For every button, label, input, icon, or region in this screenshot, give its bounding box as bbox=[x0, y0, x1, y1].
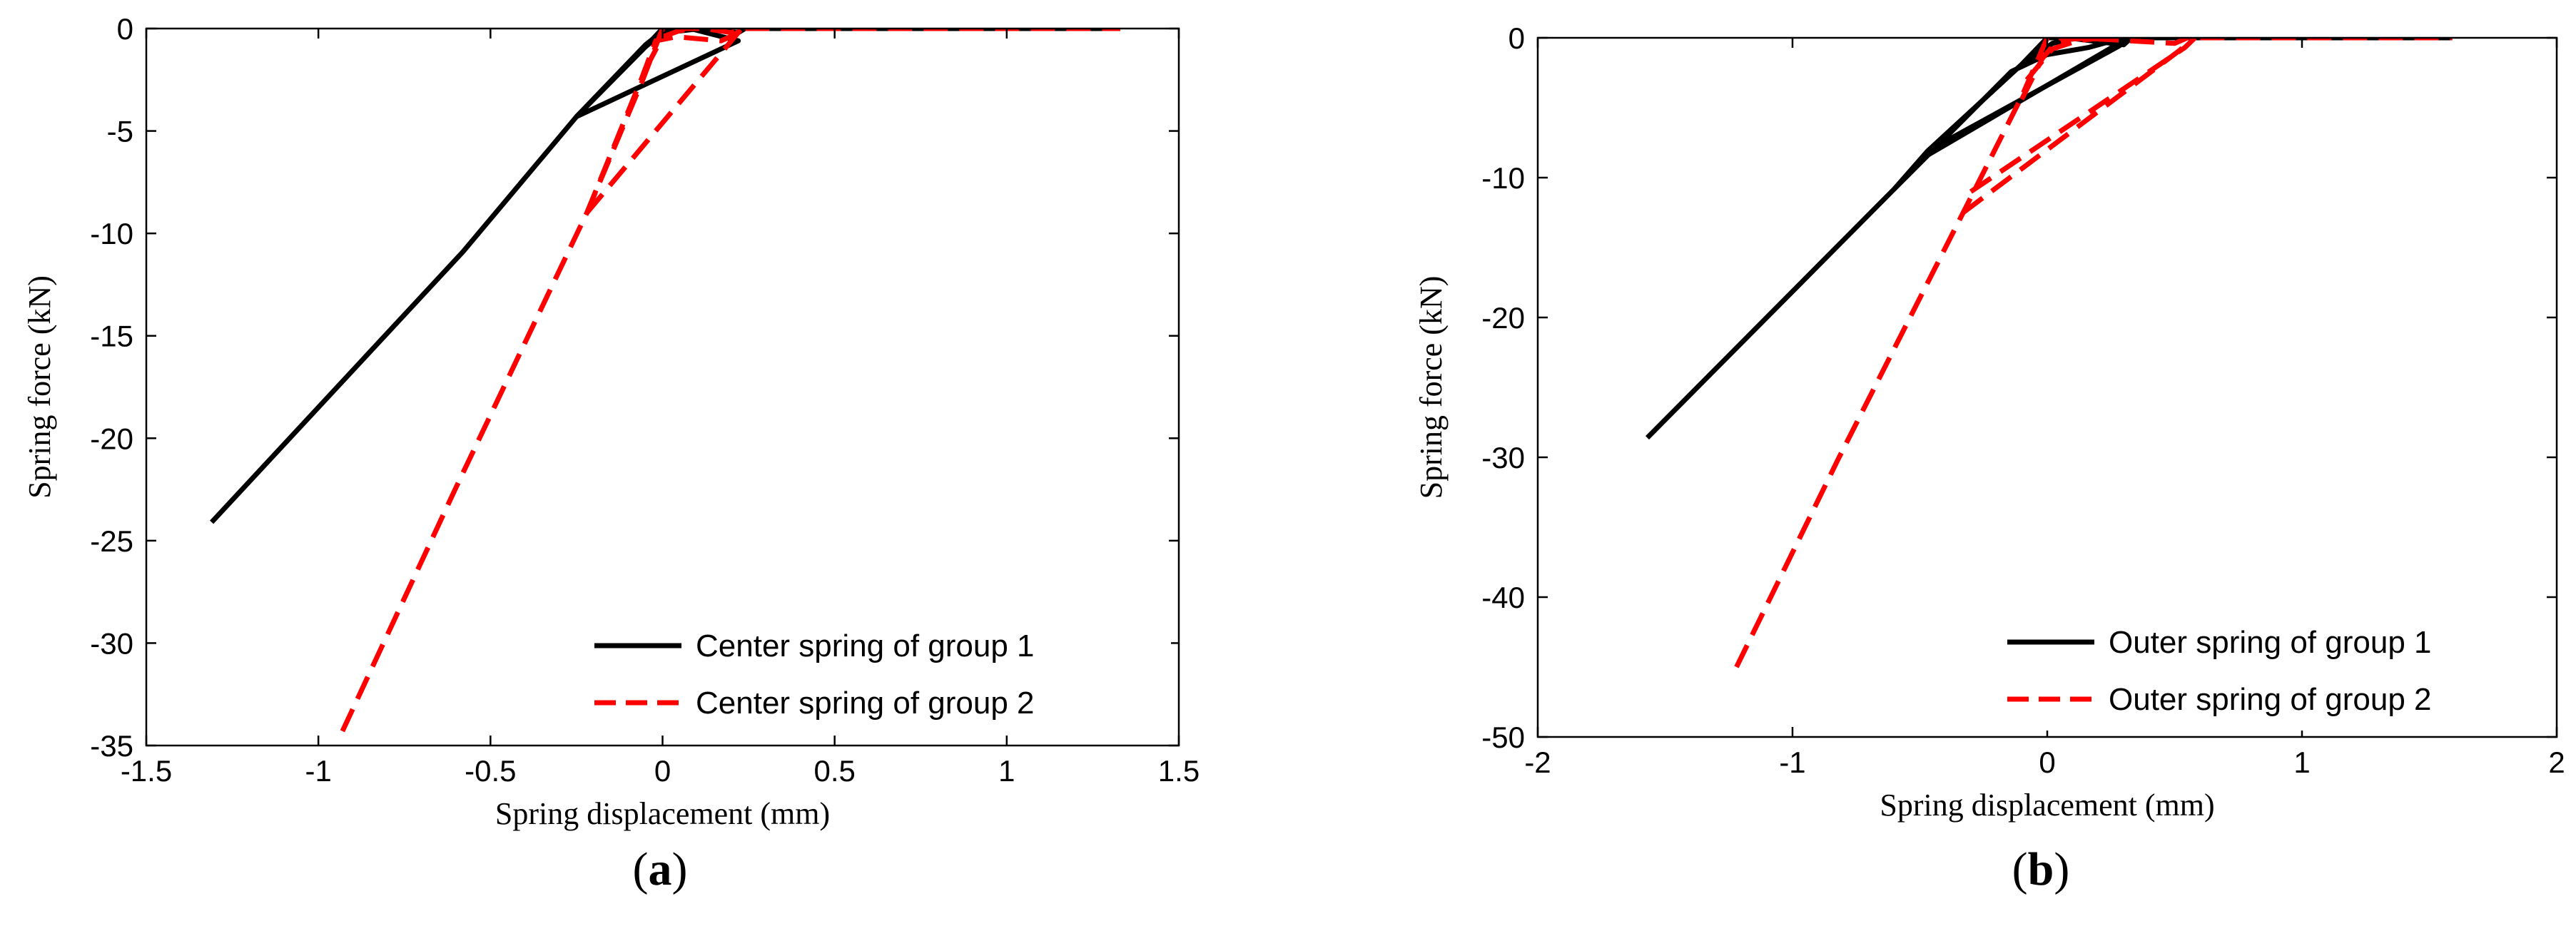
x-tick-label: -1 bbox=[305, 754, 331, 788]
y-tick-label: -35 bbox=[90, 729, 133, 763]
y-axis-label: Spring force (kN) bbox=[1414, 276, 1449, 499]
x-axis-label: Spring displacement (mm) bbox=[1880, 788, 2214, 823]
y-axis-label: Spring force (kN) bbox=[22, 275, 57, 499]
x-axis-label: Spring displacement (mm) bbox=[495, 796, 830, 831]
y-tick-label: -10 bbox=[90, 217, 133, 250]
legend-label: Outer spring of group 1 bbox=[2109, 625, 2431, 660]
legend-label: Outer spring of group 2 bbox=[2109, 682, 2431, 717]
legend: Center spring of group 1 Center spring of… bbox=[582, 614, 1170, 731]
y-tick-label: -50 bbox=[1481, 721, 1525, 754]
y-tick-label: -25 bbox=[90, 524, 133, 558]
y-tick-label: 0 bbox=[1508, 21, 1525, 55]
legend-label: Center spring of group 2 bbox=[696, 686, 1035, 721]
x-tick-label: 1 bbox=[998, 754, 1015, 788]
legend-label: Center spring of group 1 bbox=[696, 629, 1035, 663]
x-tick-label: -1 bbox=[1779, 746, 1805, 779]
y-tick-label: -15 bbox=[90, 320, 133, 353]
x-tick-label: 1.5 bbox=[1158, 754, 1200, 788]
x-tick-label: 0 bbox=[654, 754, 671, 788]
y-tick-label: 0 bbox=[117, 12, 133, 46]
y-tick-label: -5 bbox=[107, 115, 133, 148]
y-tick-label: -30 bbox=[90, 626, 133, 660]
x-tick-label: 0.5 bbox=[813, 754, 855, 788]
x-tick-label: -0.5 bbox=[465, 754, 516, 788]
y-tick-label: -30 bbox=[1481, 441, 1525, 474]
y-tick-label: -10 bbox=[1481, 161, 1525, 195]
x-tick-label: -2 bbox=[1524, 746, 1551, 779]
y-tick-label: -20 bbox=[1481, 301, 1525, 335]
y-tick-label: -40 bbox=[1481, 581, 1525, 614]
legend: Outer spring of group 1 Outer spring of g… bbox=[1994, 610, 2547, 730]
panel-label-letter: b bbox=[2028, 843, 2054, 895]
x-tick-label: 2 bbox=[2548, 746, 2565, 779]
panel-label-letter: a bbox=[649, 843, 672, 895]
x-tick-label: 0 bbox=[2039, 746, 2055, 779]
x-tick-label: 1 bbox=[2293, 746, 2310, 779]
panel-label: (a) bbox=[633, 843, 688, 895]
panel-label: (b) bbox=[2012, 843, 2070, 895]
y-tick-label: -20 bbox=[90, 422, 133, 455]
